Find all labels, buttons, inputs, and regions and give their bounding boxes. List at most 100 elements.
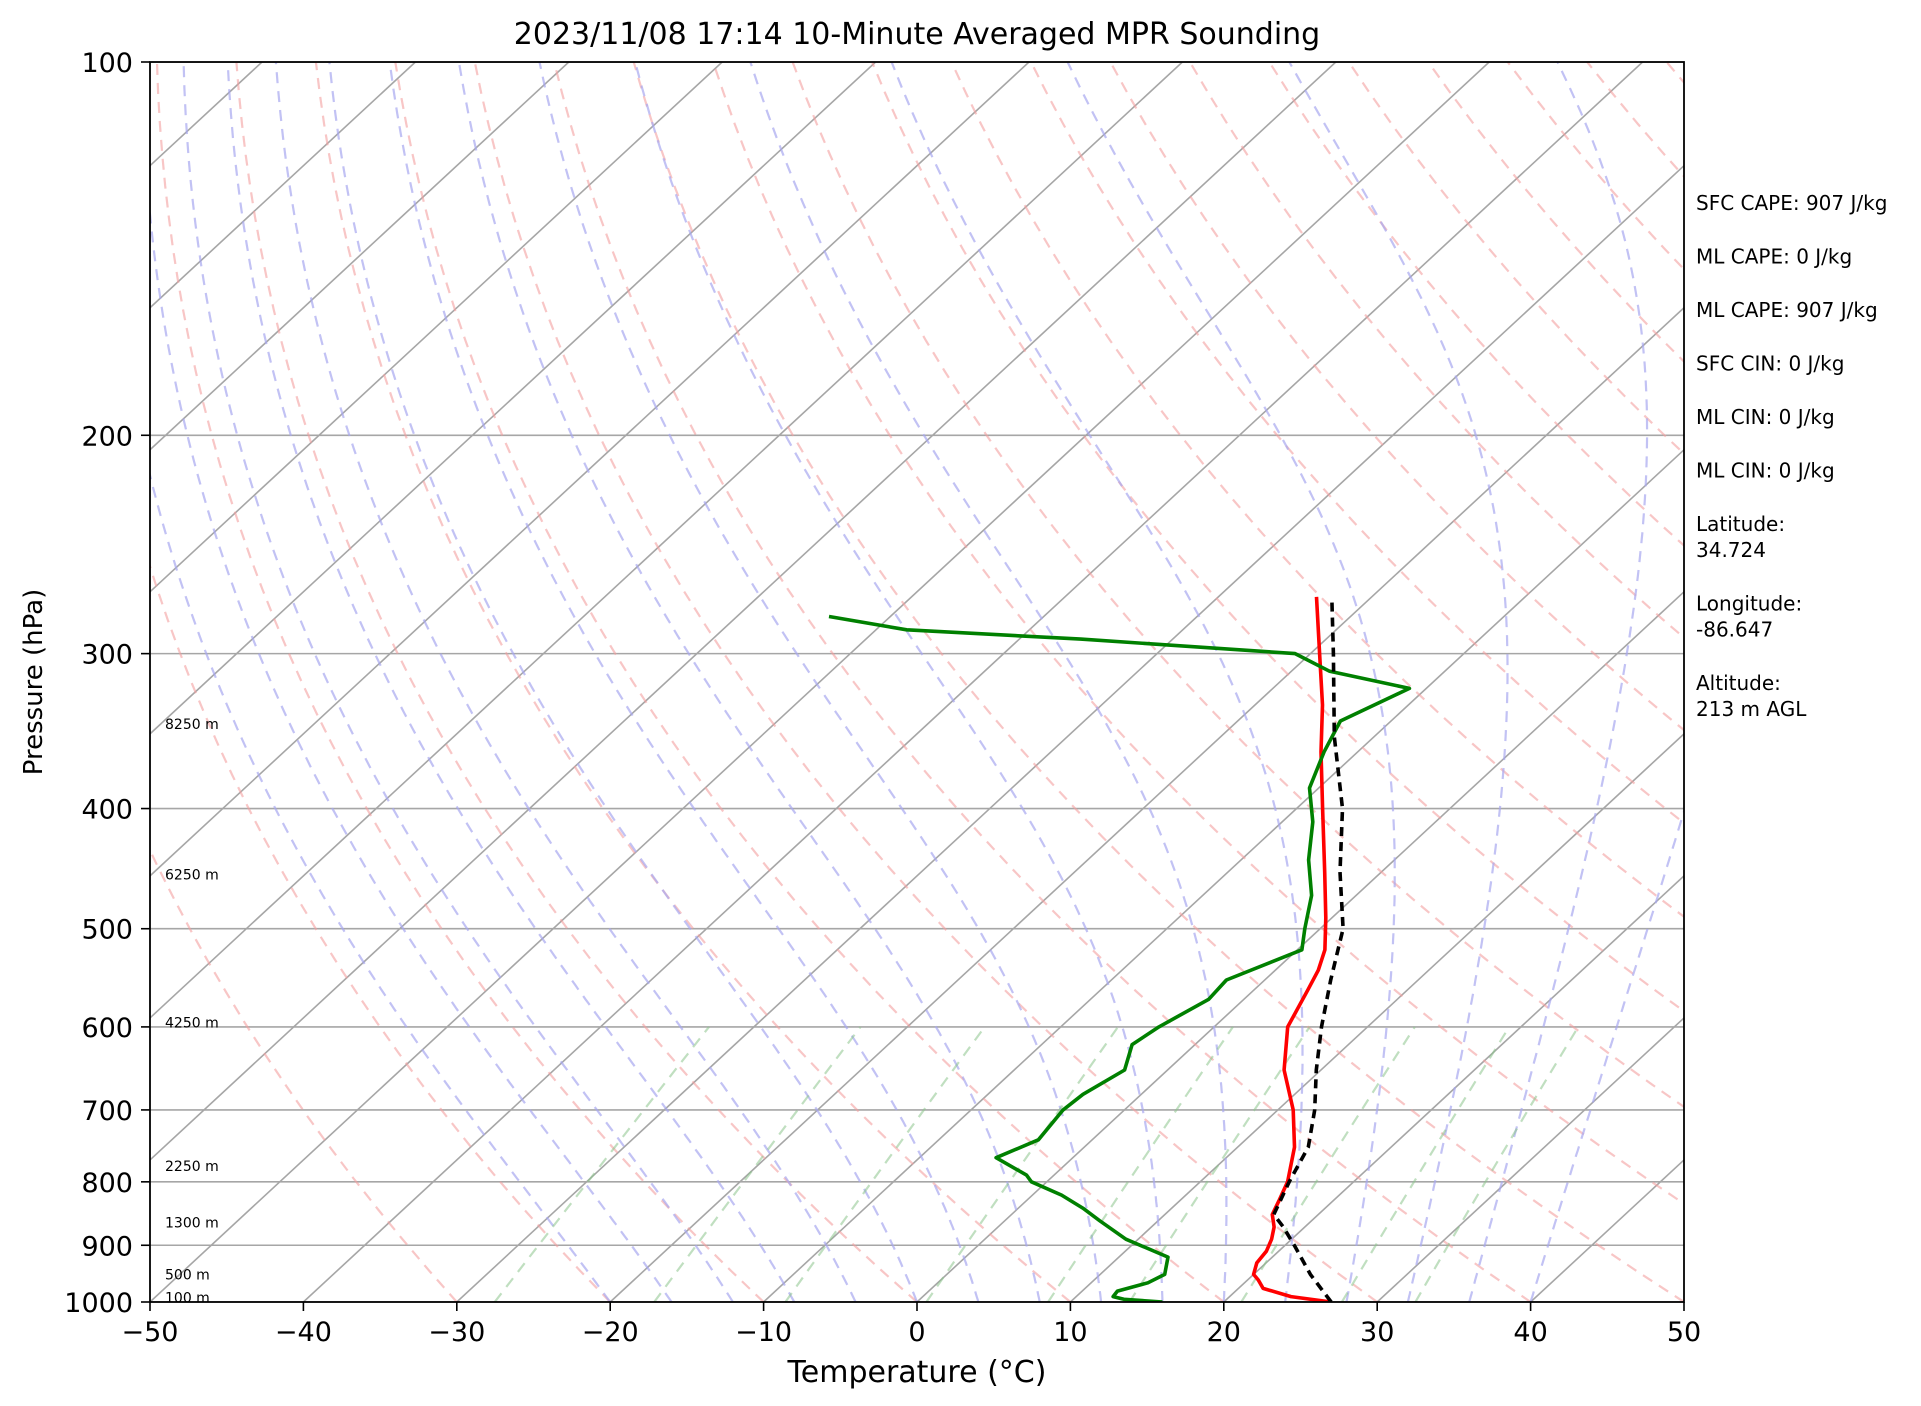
index-annotation: ML CIN: 0 J/kg bbox=[1696, 459, 1835, 483]
isotherm-line bbox=[763, 448, 1684, 1302]
mixing-ratio-line bbox=[1414, 1026, 1580, 1302]
y-tick-label: 100 bbox=[81, 48, 133, 79]
x-axis-label: Temperature (°C) bbox=[787, 1355, 1047, 1390]
dry-adiabat-line bbox=[1268, 62, 1684, 547]
height-label: 1300 m bbox=[165, 1216, 219, 1232]
isotherm-line bbox=[302, 62, 1644, 1302]
moist-adiabat-line bbox=[538, 62, 1103, 1302]
dry-adiabat-line bbox=[394, 62, 1225, 1302]
mixing-ratio-line bbox=[653, 1026, 862, 1302]
height-label: 8250 m bbox=[165, 717, 219, 733]
dry-adiabat-line bbox=[553, 62, 1532, 1302]
mixing-ratio-line bbox=[1340, 1026, 1511, 1302]
moist-adiabat-line bbox=[634, 62, 1164, 1302]
dewpoint-trace bbox=[828, 614, 1412, 1302]
x-tick-label: 40 bbox=[1513, 1317, 1547, 1348]
x-tick-label: −50 bbox=[122, 1317, 179, 1348]
moist-adiabat-line bbox=[890, 62, 1304, 1302]
dry-adiabat-line bbox=[1109, 62, 1684, 732]
dry-adiabat-line bbox=[150, 562, 611, 1302]
y-axis: 1000 900 800 700 600 500 400 300 200 100 bbox=[64, 48, 150, 1319]
x-tick-label: 50 bbox=[1667, 1317, 1701, 1348]
isotherm-line bbox=[150, 62, 570, 451]
index-annotation: Latitude: 34.724 bbox=[1696, 512, 1785, 562]
x-tick-label: −20 bbox=[582, 1317, 639, 1348]
moist-adiabat-line bbox=[388, 62, 980, 1302]
y-tick-label: 900 bbox=[81, 1231, 133, 1262]
isotherm-line bbox=[1376, 1016, 1684, 1302]
dry-adiabat-line bbox=[1030, 62, 1684, 825]
height-label: 6250 m bbox=[165, 867, 219, 883]
height-label: 500 m bbox=[165, 1267, 210, 1283]
x-tick-label: 10 bbox=[1053, 1317, 1087, 1348]
index-annotation: Longitude: -86.647 bbox=[1696, 592, 1802, 642]
y-tick-label: 1000 bbox=[64, 1288, 133, 1319]
index-annotation: ML CAPE: 0 J/kg bbox=[1696, 245, 1852, 269]
moist-adiabat-line bbox=[274, 62, 857, 1302]
moist-adiabat-line bbox=[328, 62, 919, 1302]
height-label: 100 m bbox=[165, 1291, 210, 1307]
moist-adiabat-line bbox=[457, 62, 1041, 1302]
mixing-ratio-line bbox=[493, 1026, 710, 1302]
isotherm-line bbox=[150, 62, 416, 309]
isotherm-line bbox=[1069, 732, 1684, 1302]
y-tick-label: 600 bbox=[81, 1013, 133, 1044]
moist-adiabat-line bbox=[1288, 62, 1509, 1302]
dry-adiabat-line bbox=[1427, 62, 1684, 364]
isotherm-line bbox=[150, 62, 1490, 1302]
moist-adiabat-line bbox=[150, 203, 673, 1302]
y-tick-label: 700 bbox=[81, 1096, 133, 1127]
y-tick-label: 800 bbox=[81, 1168, 133, 1199]
mixing-ratio-line bbox=[1240, 1026, 1416, 1302]
y-tick-label: 500 bbox=[81, 915, 133, 946]
isotherm-line bbox=[456, 164, 1684, 1302]
x-tick-label: −30 bbox=[428, 1317, 485, 1348]
x-tick-label: −40 bbox=[275, 1317, 332, 1348]
height-labels: 100 m 500 m 1300 m 2250 m 4250 m 6250 m 8250 m bbox=[165, 717, 219, 1306]
index-annotation: SFC CIN: 0 J/kg bbox=[1696, 352, 1844, 376]
dry-adiabat-line bbox=[950, 62, 1684, 919]
dry-adiabat-line bbox=[235, 62, 918, 1302]
chart-title: 2023/11/08 17:14 10-Minute Averaged MPR … bbox=[514, 17, 1320, 52]
isotherm-line bbox=[150, 62, 1337, 1162]
moist-adiabat-line bbox=[1468, 62, 1649, 1302]
index-annotation: ML CAPE: 907 J/kg bbox=[1696, 298, 1878, 322]
isotherm-line bbox=[150, 62, 723, 593]
dry-adiabat-line bbox=[791, 62, 1684, 1109]
dry-adiabat-line bbox=[712, 62, 1684, 1206]
index-annotation: Altitude: 213 m AGL bbox=[1696, 671, 1807, 721]
x-tick-label: 0 bbox=[908, 1317, 925, 1348]
moist-adiabat-line bbox=[182, 62, 734, 1302]
temperature-trace bbox=[1251, 596, 1332, 1302]
isotherm-line bbox=[609, 306, 1684, 1302]
y-axis-label: Pressure (hPa) bbox=[19, 589, 49, 776]
isotherm-line bbox=[916, 590, 1684, 1302]
height-label: 4250 m bbox=[165, 1015, 219, 1031]
sounding-indices: SFC CAPE: 907 J/kg ML CAPE: 0 J/kg ML CAPE… bbox=[1696, 191, 1887, 721]
index-annotation: ML CIN: 0 J/kg bbox=[1696, 405, 1835, 429]
isotherm-line bbox=[1223, 874, 1684, 1302]
y-tick-label: 300 bbox=[81, 640, 133, 671]
parcel-trace bbox=[1272, 596, 1345, 1302]
x-tick-label: 30 bbox=[1360, 1317, 1394, 1348]
background-grid bbox=[150, 62, 1684, 1302]
x-axis: −50 −40 −30 −20 −10 0 10 20 30 40 50 bbox=[122, 1302, 1701, 1348]
moist-adiabat-line bbox=[749, 62, 1228, 1302]
y-tick-label: 200 bbox=[81, 421, 133, 452]
x-tick-label: 20 bbox=[1207, 1317, 1241, 1348]
dry-adiabat-line bbox=[871, 62, 1684, 1013]
isotherm-line bbox=[150, 62, 1183, 1020]
isotherm-line bbox=[150, 62, 877, 735]
mixing-ratio-line bbox=[1047, 1026, 1234, 1302]
dry-adiabat-line bbox=[473, 62, 1378, 1302]
index-annotation: SFC CAPE: 907 J/kg bbox=[1696, 191, 1887, 215]
x-tick-label: −10 bbox=[735, 1317, 792, 1348]
height-label: 2250 m bbox=[165, 1159, 219, 1175]
y-tick-label: 400 bbox=[81, 795, 133, 826]
dry-adiabat-line bbox=[314, 62, 1072, 1302]
sounding-traces bbox=[828, 596, 1412, 1302]
mixing-ratio-line bbox=[1128, 1026, 1311, 1302]
dry-adiabat-line bbox=[1347, 62, 1684, 456]
dry-adiabat-line bbox=[632, 62, 1684, 1302]
